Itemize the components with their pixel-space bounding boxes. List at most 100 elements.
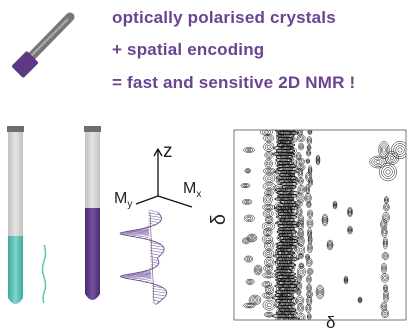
spectrum-contour — [298, 237, 304, 245]
spectrum-contour — [245, 169, 251, 173]
spectrum-contour — [306, 305, 311, 312]
coordinate-axes-icon — [135, 147, 193, 208]
spectrum-contour — [279, 170, 293, 174]
spectrum-contour — [297, 214, 305, 226]
spectrum-contour — [308, 286, 311, 290]
spectrum-contour — [267, 243, 272, 248]
spectrum-contour — [281, 263, 292, 267]
spectrum-contour — [381, 309, 389, 319]
spectrum-contour — [384, 286, 387, 290]
spectrum-contour — [245, 200, 250, 203]
spectrum-contour — [306, 290, 313, 298]
spectrum-contour — [265, 230, 270, 234]
spectrum-contour — [305, 185, 310, 193]
spectrum-contour — [262, 292, 274, 299]
spectrum-contour — [381, 264, 387, 272]
spectrum-contour — [264, 130, 269, 134]
spectrum-contour — [332, 200, 338, 210]
helix-vector-line — [150, 263, 158, 267]
spectrum-contour — [383, 213, 389, 222]
spectrum-contour — [322, 215, 328, 225]
spectrum-contour — [305, 257, 313, 267]
spectrum-contour — [266, 274, 272, 277]
spectrum-contour — [324, 218, 326, 222]
spectrum-contour — [296, 297, 303, 304]
spectrum-contour — [265, 294, 270, 297]
spectrum-contour — [297, 275, 301, 282]
spectrum-contour — [383, 284, 388, 292]
spectrum-contour — [244, 255, 254, 263]
spectrum-contour — [315, 284, 325, 300]
spectrum-contour — [307, 291, 312, 297]
spectrum-contour — [266, 252, 271, 256]
spectrum-contour — [281, 167, 294, 171]
spectrum-contour — [307, 242, 313, 254]
spectrum-contour — [309, 180, 312, 184]
spectrum-contour — [245, 215, 254, 221]
spectrum-contour — [326, 239, 334, 251]
spectrum-contour — [279, 284, 292, 288]
spectrum-contour — [266, 224, 271, 228]
helix-vector-line — [149, 247, 165, 251]
spectrum-contour — [264, 135, 273, 141]
spectrum-contour — [280, 278, 292, 282]
spectrum-contour — [333, 202, 337, 208]
spectrum-contour — [308, 231, 311, 235]
spectrum-contour — [378, 141, 390, 159]
spectrum-contour — [280, 149, 291, 153]
spectrum-contour — [243, 238, 249, 244]
spectrum-contour — [308, 246, 311, 250]
spectrum-contour — [307, 145, 311, 150]
spectrum-contour — [347, 208, 353, 216]
spectrum-contour — [280, 251, 291, 255]
helix-vector-line — [143, 236, 150, 239]
spectrum-contour — [277, 314, 290, 318]
spectrum-contour — [266, 206, 272, 209]
spectrum-contour — [251, 297, 259, 303]
spectrum-contour — [279, 299, 289, 303]
spectrum-contour — [307, 260, 311, 265]
spectrum-contour — [263, 228, 273, 237]
spectrum-contour — [316, 156, 320, 164]
spectrum-contour — [307, 137, 312, 144]
spectrum-contour — [280, 311, 293, 315]
spectrum-contour — [280, 275, 292, 279]
helix-vector-line — [147, 209, 158, 213]
spectrum-contour — [305, 184, 310, 195]
spectrum-contour — [317, 288, 323, 296]
spectrum-contour — [299, 239, 303, 243]
spectrum-contour — [261, 222, 276, 231]
spectrum-contour — [247, 279, 254, 284]
spectrum-contour — [307, 229, 312, 237]
spectrum-contour — [267, 313, 271, 316]
spectrum-contour — [390, 156, 394, 160]
spectrum-contour — [299, 179, 302, 183]
spectrum-contour — [299, 269, 303, 274]
helix-vector-line — [150, 261, 159, 264]
spectrum-contour — [307, 209, 314, 219]
spectrum-contour — [385, 198, 388, 202]
spectrum-contour — [282, 281, 295, 285]
spectrum-contour — [286, 192, 294, 200]
spectrum-contour — [384, 204, 389, 210]
spectrum-contour — [308, 221, 312, 226]
spectrum-contour — [329, 243, 331, 247]
my-axis-label: My — [114, 190, 133, 211]
spectrum-contour — [298, 169, 303, 177]
spectrum-contour — [278, 269, 289, 273]
helix-vector-line — [120, 231, 150, 234]
spectrum-contour — [381, 220, 387, 229]
spectrum-contour — [243, 199, 251, 204]
spectrum-contour — [358, 297, 362, 303]
spectrum-contour — [265, 241, 273, 250]
spectrum-contour — [306, 268, 314, 275]
spectrum-contour — [383, 292, 389, 301]
spectrum-contour — [307, 130, 313, 135]
spectrum-contour — [305, 254, 310, 260]
spectrum-contour — [307, 210, 313, 217]
spectrum-contour — [307, 151, 310, 155]
spectrum-contour — [281, 233, 290, 237]
spectrum-contour — [359, 299, 361, 301]
spectrum-contour — [265, 215, 274, 224]
helix-vector-line — [121, 232, 150, 235]
